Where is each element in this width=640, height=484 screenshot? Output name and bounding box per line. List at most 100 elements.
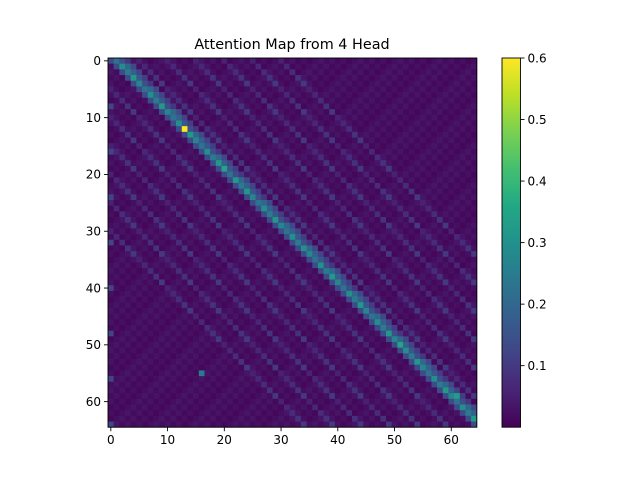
heatmap-cell — [130, 228, 137, 235]
heatmap-cell — [153, 273, 160, 280]
heatmap-cell — [108, 302, 115, 309]
heatmap-cell — [221, 92, 228, 99]
heatmap-cell — [255, 398, 262, 405]
heatmap-cell — [374, 165, 381, 172]
heatmap-cell — [334, 177, 341, 184]
heatmap-cell — [119, 211, 126, 218]
heatmap-cell — [442, 262, 449, 269]
heatmap-cell — [442, 273, 449, 280]
heatmap-cell — [391, 330, 398, 337]
heatmap-cell — [289, 342, 296, 349]
heatmap-cell — [159, 336, 166, 343]
heatmap-cell — [380, 182, 387, 189]
heatmap-cell — [164, 120, 171, 127]
heatmap-cell — [317, 222, 324, 229]
heatmap-cell — [176, 251, 183, 258]
heatmap-cell — [159, 245, 166, 252]
heatmap-cell — [153, 353, 160, 360]
heatmap-cell — [187, 273, 194, 280]
heatmap-cell — [420, 245, 427, 252]
heatmap-cell — [431, 410, 438, 417]
heatmap-cell — [278, 188, 285, 195]
heatmap-cell — [278, 245, 285, 252]
heatmap-cell — [459, 234, 466, 241]
heatmap-cell — [283, 302, 290, 309]
heatmap-cell — [329, 63, 336, 70]
heatmap-cell — [204, 103, 211, 110]
heatmap-cell — [283, 148, 290, 155]
heatmap-cell — [357, 154, 364, 161]
heatmap-cell — [278, 154, 285, 161]
heatmap-cell — [176, 131, 183, 138]
heatmap-cell — [227, 194, 234, 201]
heatmap-cell — [125, 330, 132, 337]
heatmap-cell — [403, 63, 410, 70]
heatmap-cell — [306, 103, 313, 110]
heatmap-cell — [340, 92, 347, 99]
heatmap-cell — [306, 262, 313, 269]
heatmap-cell — [221, 103, 228, 110]
heatmap-cell — [459, 194, 466, 201]
heatmap-cell — [391, 313, 398, 320]
heatmap-cell — [159, 92, 166, 99]
heatmap-cell — [232, 205, 239, 212]
heatmap-cell — [249, 398, 256, 405]
heatmap-cell — [448, 58, 455, 65]
heatmap-cell — [317, 171, 324, 178]
heatmap-cell — [227, 330, 234, 337]
heatmap-cell — [283, 319, 290, 326]
heatmap-cell — [442, 410, 449, 417]
x-tick-label: 40 — [330, 433, 345, 447]
heatmap-cell — [295, 80, 302, 87]
heatmap-cell — [198, 290, 205, 297]
heatmap-cell — [397, 256, 404, 263]
heatmap-cell — [119, 188, 126, 195]
heatmap-cell — [380, 376, 387, 383]
heatmap-cell — [215, 120, 222, 127]
heatmap-cell — [244, 376, 251, 383]
heatmap-cell — [351, 410, 358, 417]
heatmap-cell — [454, 188, 461, 195]
heatmap-cell — [125, 370, 132, 377]
heatmap-cell — [119, 387, 126, 394]
heatmap-cell — [437, 302, 444, 309]
heatmap-cell — [420, 126, 427, 133]
heatmap-cell — [204, 387, 211, 394]
heatmap-cell — [312, 222, 319, 229]
heatmap-cell — [448, 86, 455, 93]
heatmap-cell — [261, 251, 268, 258]
heatmap-cell — [204, 410, 211, 417]
heatmap-cell — [255, 364, 262, 371]
heatmap-cell — [249, 75, 256, 82]
heatmap-cell — [187, 211, 194, 218]
heatmap-cell — [176, 347, 183, 354]
heatmap-cell — [471, 182, 478, 189]
heatmap-cell — [431, 69, 438, 76]
heatmap-cell — [142, 353, 149, 360]
heatmap-cell — [170, 200, 177, 207]
heatmap-cell — [317, 205, 324, 212]
heatmap-cell — [170, 165, 177, 172]
heatmap-cell — [249, 393, 256, 400]
heatmap-cell — [130, 353, 137, 360]
heatmap-cell — [289, 222, 296, 229]
heatmap-cell — [448, 307, 455, 314]
heatmap-cell — [346, 364, 353, 371]
heatmap-cell — [374, 307, 381, 314]
heatmap-cell — [317, 114, 324, 121]
heatmap-cell — [238, 313, 245, 320]
heatmap-cell — [187, 194, 194, 201]
heatmap-cell — [266, 171, 273, 178]
heatmap-cell — [431, 307, 438, 314]
heatmap-cell — [289, 268, 296, 275]
heatmap-cell — [306, 296, 313, 303]
heatmap-cell — [465, 200, 472, 207]
heatmap-cell — [278, 410, 285, 417]
heatmap-cell — [164, 342, 171, 349]
heatmap-cell — [170, 109, 177, 116]
heatmap-cell — [244, 353, 251, 360]
heatmap-cell — [374, 279, 381, 286]
heatmap-cell — [130, 234, 137, 241]
heatmap-cell — [227, 421, 234, 428]
heatmap-cell — [408, 114, 415, 121]
